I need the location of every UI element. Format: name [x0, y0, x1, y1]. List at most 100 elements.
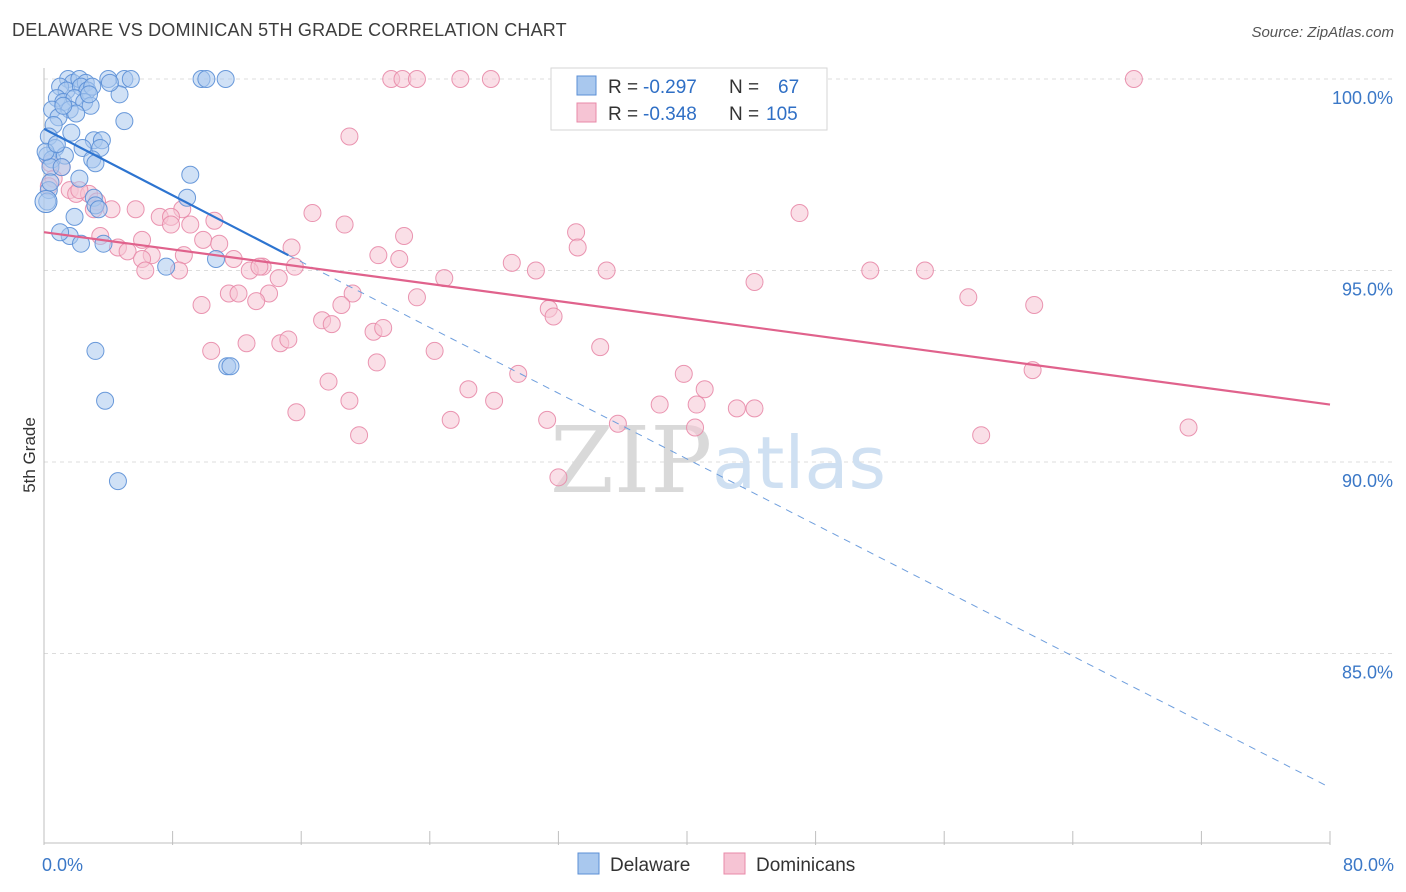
data-point-dominicans [279, 330, 298, 349]
data-point-dominicans [237, 334, 256, 353]
legend-n-label-delaware: N = [729, 77, 759, 98]
data-point-delaware [41, 173, 60, 192]
data-point-dominicans [650, 395, 669, 414]
data-point-dominicans [161, 215, 180, 234]
data-point-dominicans [229, 284, 248, 303]
data-point-delaware [86, 341, 105, 360]
legend-n-value-dominicans: 105 [766, 104, 798, 125]
data-point-dominicans [1025, 295, 1044, 314]
data-point-delaware [96, 391, 115, 410]
data-point-dominicans [745, 272, 764, 291]
data-point-dominicans [1179, 418, 1198, 437]
data-point-delaware [52, 158, 71, 177]
data-point-dominicans [526, 261, 545, 280]
data-point-dominicans [915, 261, 934, 280]
y-tick-label: 90.0% [1342, 471, 1393, 491]
legend-r-label-dominicans: R = [608, 104, 638, 125]
chart-title: DELAWARE VS DOMINICAN 5TH GRADE CORRELAT… [12, 20, 567, 40]
data-point-dominicans [303, 204, 322, 223]
data-point-delaware [115, 112, 134, 131]
data-point-dominicans [597, 261, 616, 280]
x-tick-label: 80.0% [1343, 855, 1394, 875]
tick-labels: 100.0% 95.0% 90.0% 85.0% 0.0% 80.0% [42, 88, 1394, 875]
y-tick-label: 95.0% [1342, 280, 1393, 300]
data-point-delaware [181, 165, 200, 184]
data-point-dominicans [340, 127, 359, 146]
trend-line-dominicans [43, 231, 1331, 406]
data-point-dominicans [485, 391, 504, 410]
legend-n-value-delaware: 67 [778, 77, 799, 98]
data-point-delaware [54, 96, 73, 115]
data-point-dominicans [745, 399, 764, 418]
data-point-dominicans [269, 269, 288, 288]
bottom-legend: Delaware Dominicans [577, 852, 855, 876]
data-point-dominicans [367, 353, 386, 372]
data-point-delaware [157, 257, 176, 276]
data-point-dominicans [727, 399, 746, 418]
data-point-dominicans [695, 380, 714, 399]
data-point-dominicans [319, 372, 338, 391]
data-point-dominicans [790, 204, 809, 223]
data-point-dominicans [126, 200, 145, 219]
data-point-delaware [100, 73, 119, 92]
data-point-delaware [207, 250, 226, 269]
data-point-dominicans [481, 70, 500, 88]
data-point-dominicans [202, 341, 221, 360]
data-point-dominicans [549, 468, 568, 487]
bottom-legend-label-dominicans: Dominicans [756, 855, 855, 876]
bottom-legend-swatch-delaware [577, 852, 600, 875]
bottom-legend-swatch-dominicans [723, 852, 746, 875]
data-point-delaware [89, 200, 108, 219]
legend-swatch-dominicans [576, 102, 597, 123]
legend-box: R = -0.297 N = 67 R = -0.348 N = 105 [550, 67, 828, 131]
data-point-delaware [34, 190, 58, 214]
data-point-delaware [108, 472, 127, 491]
data-points [34, 70, 1198, 491]
data-point-dominicans [509, 364, 528, 383]
data-point-delaware [121, 70, 140, 88]
data-point-dominicans [544, 307, 563, 326]
y-tick-label: 85.0% [1342, 663, 1393, 683]
legend-r-label-delaware: R = [608, 77, 638, 98]
data-point-dominicans [687, 395, 706, 414]
data-point-dominicans [567, 223, 586, 242]
data-point-dominicans [247, 292, 266, 311]
data-point-dominicans [459, 380, 478, 399]
data-point-dominicans [210, 234, 229, 253]
data-point-dominicans [332, 295, 351, 314]
legend-n-label-dominicans: N = [729, 104, 759, 125]
data-point-dominicans [374, 318, 393, 337]
data-point-dominicans [322, 315, 341, 334]
watermark: ZIP atlas [550, 407, 886, 514]
data-point-dominicans [407, 288, 426, 307]
data-point-dominicans [335, 215, 354, 234]
data-point-delaware [110, 85, 129, 104]
data-point-dominicans [441, 410, 460, 429]
legend-swatch-delaware [576, 75, 597, 96]
data-point-dominicans [861, 261, 880, 280]
data-point-delaware [197, 70, 216, 88]
data-point-delaware [65, 207, 84, 226]
watermark-zip: ZIP [550, 407, 712, 514]
data-point-dominicans [674, 364, 693, 383]
data-point-delaware [62, 123, 81, 142]
data-point-dominicans [350, 426, 369, 445]
data-point-dominicans [343, 284, 362, 303]
data-point-delaware [80, 85, 99, 104]
data-point-delaware [71, 234, 90, 253]
data-point-dominicans [425, 341, 444, 360]
data-point-delaware [70, 169, 89, 188]
data-point-delaware [51, 223, 70, 242]
data-point-dominicans [972, 426, 991, 445]
data-point-dominicans [502, 253, 521, 272]
legend-r-value-delaware: -0.297 [643, 77, 697, 98]
data-point-dominicans [136, 261, 155, 280]
bottom-legend-label-delaware: Delaware [610, 855, 690, 876]
legend-r-value-dominicans: -0.348 [643, 104, 697, 125]
data-point-dominicans [686, 418, 705, 437]
data-point-delaware [216, 70, 235, 88]
watermark-atlas: atlas [712, 421, 886, 505]
y-axis-label: 5th Grade [20, 417, 39, 493]
data-point-dominicans [451, 70, 470, 88]
